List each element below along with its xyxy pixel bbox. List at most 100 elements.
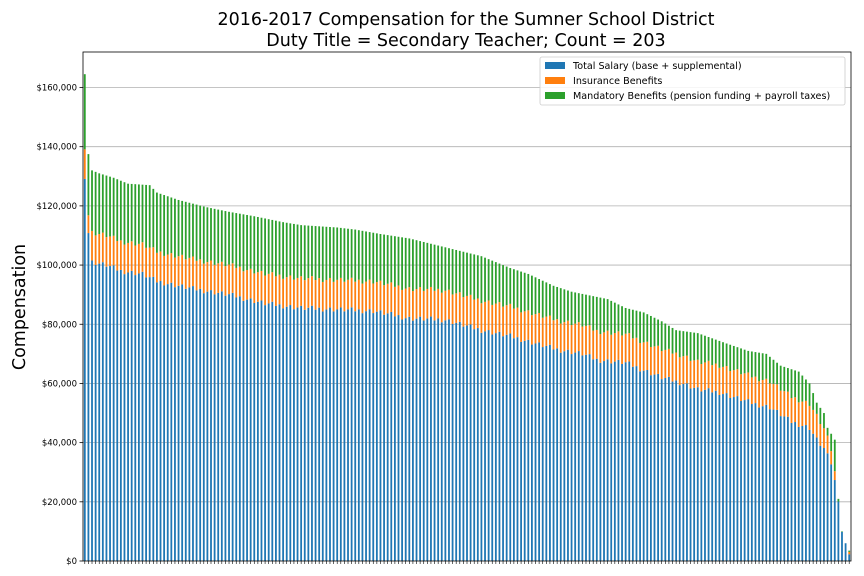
bar-salary (195, 290, 198, 561)
bar-mandatory (556, 286, 559, 320)
bar-mandatory (563, 289, 566, 323)
bar-mandatory (419, 241, 422, 288)
bar-salary (552, 349, 555, 561)
bar-insurance (123, 244, 126, 275)
bar-salary (275, 305, 277, 561)
bar-insurance (325, 279, 328, 310)
bar-mandatory (819, 407, 822, 425)
bar-insurance (318, 278, 321, 308)
bar-insurance (765, 378, 768, 405)
bar-salary (718, 394, 721, 561)
bar-mandatory (646, 314, 649, 342)
bar-salary (379, 310, 382, 561)
bar-salary (415, 318, 418, 561)
bar-mandatory (217, 209, 220, 264)
bar-salary (347, 309, 349, 561)
bar-mandatory (689, 332, 692, 361)
bar-mandatory (505, 266, 508, 306)
bar-mandatory (329, 227, 331, 278)
bar-salary (545, 345, 548, 561)
bar-insurance (408, 287, 411, 317)
bar-insurance (675, 352, 678, 381)
bar-mandatory (448, 248, 450, 290)
bar-mandatory (797, 371, 800, 403)
bar-mandatory (758, 352, 760, 382)
bar-salary (657, 373, 659, 561)
bar-mandatory (592, 296, 595, 331)
bar-mandatory (686, 331, 688, 356)
bar-insurance (671, 353, 674, 382)
bar-mandatory (228, 211, 230, 265)
bar-salary (837, 501, 840, 561)
bar-insurance (361, 283, 364, 314)
bar-insurance (134, 245, 137, 276)
bar-mandatory (325, 226, 328, 280)
bar-insurance (797, 402, 800, 427)
bar-salary (213, 294, 216, 561)
bar-salary (271, 301, 274, 561)
bar-insurance (329, 277, 331, 308)
bar-salary (588, 354, 591, 561)
bar-insurance (202, 263, 205, 294)
bar-insurance (386, 283, 389, 314)
bar-insurance (433, 290, 436, 321)
chart-title-line-2: Duty Title = Secondary Teacher; Count = … (266, 31, 665, 51)
bar-mandatory (343, 228, 346, 282)
bar-mandatory (285, 222, 288, 278)
bar-salary (231, 292, 234, 561)
bar-insurance (725, 366, 728, 394)
bar-insurance (127, 242, 129, 273)
bar-mandatory (660, 321, 663, 352)
bar-mandatory (502, 265, 504, 307)
bar-insurance (794, 397, 797, 423)
bar-insurance (686, 355, 688, 384)
bar-salary (300, 305, 303, 561)
bar-insurance (823, 428, 825, 449)
bar-mandatory (476, 255, 479, 299)
y-tick-label: $60,000 (42, 379, 77, 389)
bar-salary (509, 333, 512, 561)
bar-insurance (848, 551, 851, 555)
legend-label-insurance: Insurance Benefits (573, 76, 662, 87)
bar-salary (682, 383, 685, 561)
bar-mandatory (549, 284, 551, 316)
bar-salary (830, 464, 833, 561)
legend-swatch-salary (545, 62, 565, 69)
bar-mandatory (538, 279, 541, 313)
bar-mandatory (87, 154, 90, 216)
bar-insurance (563, 322, 566, 352)
bar-mandatory (664, 323, 667, 350)
bar-mandatory (657, 319, 659, 346)
bar-insurance (282, 278, 285, 309)
bar-salary (635, 366, 638, 561)
bar-insurance (512, 308, 515, 339)
bar-mandatory (639, 311, 641, 343)
bar-salary (556, 348, 559, 561)
bar-insurance (354, 281, 357, 312)
bar-salary (693, 387, 696, 561)
bar-insurance (732, 370, 735, 398)
bar-salary (487, 330, 490, 561)
bar-insurance (368, 279, 371, 310)
bar-insurance (628, 333, 631, 362)
bar-salary (393, 316, 396, 561)
bar-insurance (213, 264, 216, 295)
bar-salary (83, 178, 86, 561)
bar-salary (750, 404, 753, 561)
bar-salary (159, 281, 162, 561)
bar-salary (188, 287, 191, 561)
bar-mandatory (404, 237, 407, 289)
bar-insurance (505, 305, 508, 335)
bar-insurance (610, 334, 613, 364)
bar-mandatory (642, 312, 645, 343)
bar-mandatory (787, 368, 789, 392)
bar-mandatory (498, 263, 501, 303)
bar-insurance (469, 294, 472, 325)
bar-mandatory (98, 173, 101, 234)
bar-insurance (379, 280, 382, 311)
bar-insurance (790, 398, 793, 423)
bar-insurance (747, 372, 750, 400)
bar-salary (357, 309, 360, 561)
bar-mandatory (430, 243, 432, 287)
bar-mandatory (83, 74, 86, 150)
